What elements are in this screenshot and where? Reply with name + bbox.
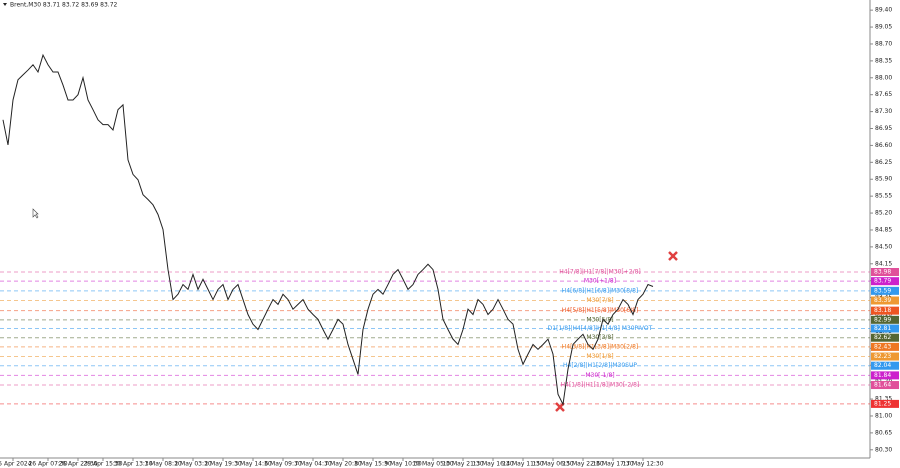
x-tick-label: 16 May 17:30 [592,461,633,468]
x-tick-label: 7 May 20:30 [324,461,362,468]
price-tag [871,306,899,315]
price-tag [871,342,899,351]
level-label: M30[7/8] [586,297,613,304]
x-tick-label: 1 May 08:30 [144,461,182,468]
y-tick-label: 87.30 [875,108,892,115]
x-tick-label: 15 May 22:30 [562,461,603,468]
x-tick-label: 7 May 04:30 [294,461,332,468]
level-label: M30[1/8] [586,353,613,360]
y-tick-label: 81.00 [875,412,892,419]
y-tick-label: 85.20 [875,210,892,217]
level-label: H4[3/8]|H1[3/8]|M30[2/8] [562,343,639,350]
level-label: H4[1/8]|H1[1/8]|M30[-2/8] [561,382,640,389]
x-tick-label: 30 Apr 13:30 [113,461,152,468]
level-label: H4[6/8]|H1[6/8]|M30[8/8] [562,287,639,294]
x-tick-label: 10 May 21:30 [442,461,483,468]
price-tag-label: 83.59 [874,287,891,294]
chart-title: Brent,M30 83.71 83.72 83.69 83.72 [10,2,118,9]
price-tag [871,361,899,370]
x-tick-label: 26 Apr 23:30 [58,461,97,468]
level-label: M30[5/8] [586,316,613,323]
price-tag-label: 81.84 [874,372,891,379]
price-tag-label: 83.39 [874,297,891,304]
y-tick-label: 86.60 [875,142,892,149]
y-tick-label: 87.65 [875,91,892,98]
price-tag [871,315,899,324]
y-tick-label: 84.50 [875,243,892,250]
level-label: M30[+1/8] [584,278,616,285]
x-tick-label: 3 May 14:30 [234,461,272,468]
price-line [2,53,654,407]
price-tag-label: 82.04 [874,362,891,369]
y-tick-label: 86.25 [875,159,892,166]
price-tag-label: 82.99 [874,316,891,323]
level-label: H4[2/8]|H1[2/8]|M30SUP [563,362,637,369]
level-label: M30[3/8] [586,334,613,341]
y-tick-label: 80.65 [875,429,892,436]
price-tag [871,333,899,342]
y-tick-label: 84.15 [875,260,892,267]
price-tag [871,371,899,380]
price-tag-label: 82.81 [874,325,891,332]
price-tag-label: 82.43 [874,343,891,350]
y-tick-label: 85.90 [875,176,892,183]
x-tick-label: 13 May 16:30 [472,461,513,468]
level-label: D1[1/8]|H4[4/8]|H1[4/8] M30PIVOT [548,325,653,332]
x-tick-label: 29 Apr 15:30 [83,461,122,468]
x-tick-label: 14 May 11:30 [502,461,543,468]
level-label: H4[7/8]|H1[7/8]|M30[+2/8] [559,268,641,275]
price-tag [871,286,899,295]
price-tag [871,296,899,305]
price-tag-label: 83.79 [874,278,891,285]
price-tag-label: 81.25 [874,400,891,407]
price-tag [871,352,899,361]
x-tick-label: 15 May 06:30 [532,461,573,468]
price-tag-label: 83.98 [874,268,891,275]
y-tick-label: 84.85 [875,226,892,233]
price-tag-label: 82.62 [874,334,891,341]
price-tag [871,399,899,408]
price-tag [871,324,899,333]
y-tick-label: 89.40 [875,7,892,14]
level-label: M30[-1/8] [585,372,614,379]
y-tick-label: 85.55 [875,193,892,200]
menu-arrow [3,3,7,6]
x-tick-label: 2 May 19:30 [204,461,242,468]
x-tick-label: 26 Apr 07:30 [28,461,67,468]
cursor [32,208,39,219]
y-tick-label: 86.95 [875,125,892,132]
price-tag-label: 83.18 [874,307,891,314]
y-tick-label: 89.05 [875,24,892,31]
x-tick-label: 25 Apr 2024 [0,461,32,468]
x-tick-label: 10 May 05:30 [412,461,453,468]
x-tick-label: 8 May 15:30 [354,461,392,468]
price-tag-label: 81.64 [874,382,891,389]
y-tick-label: 88.70 [875,40,892,47]
y-tick-label: 81.35 [875,396,892,403]
price-tag [871,267,899,276]
x-tick-label: 9 May 10:30 [384,461,422,468]
y-tick-label: 80.30 [875,446,892,453]
x-tick-label: 2 May 03:30 [174,461,212,468]
price-tag [871,381,899,390]
y-tick-label: 88.00 [875,74,892,81]
x-tick-label: 17 May 12:30 [622,461,663,468]
x-tick-label: 6 May 09:30 [264,461,302,468]
y-tick-label: 88.35 [875,57,892,64]
price-tag-label: 82.23 [874,353,891,360]
price-tag [871,277,899,286]
level-label: H4[5/8]|H1[5/8]|M30[6/8] [562,307,639,314]
